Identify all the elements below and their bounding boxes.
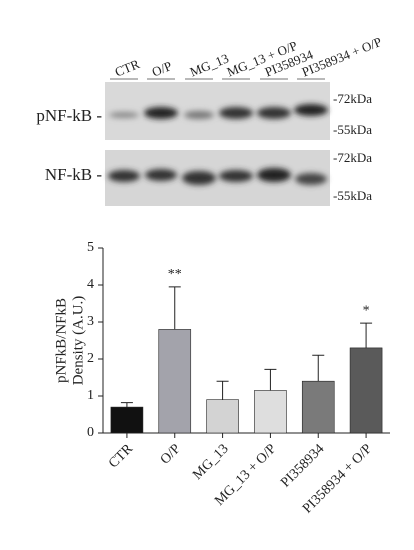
bar — [254, 390, 287, 434]
x-tick-label: CTR — [106, 441, 136, 471]
bar — [301, 380, 335, 434]
y-axis-label: pNFkB/NFkB — [53, 298, 69, 383]
error-bar — [264, 368, 277, 391]
error-bar — [360, 322, 373, 348]
bar-chart: 0 1 2 3 4 5 pNFkB/NFkB Density (A.U.) CTR O/P MG_1… — [53, 240, 390, 517]
error-bar — [120, 402, 133, 408]
blot-strip — [105, 82, 330, 140]
error-bar — [216, 380, 229, 400]
row-label: NF-kB - — [45, 165, 102, 184]
mw-marker: -72kDa — [333, 150, 372, 165]
lane-label: CTR — [113, 56, 142, 80]
x-tick-label: MG_13 — [190, 441, 231, 482]
error-bar — [168, 286, 181, 330]
significance: * — [363, 303, 370, 318]
y-tick-label: 3 — [87, 314, 94, 329]
row-label: pNF-kB - — [36, 106, 102, 125]
y-tick-label: 1 — [87, 388, 94, 403]
mw-marker: -55kDa — [333, 122, 372, 137]
y-tick-label: 5 — [87, 240, 94, 255]
y-axis-label: Density (A.U.) — [70, 296, 86, 386]
blot-bands — [108, 104, 328, 185]
bar — [158, 329, 192, 434]
y-tick-label: 0 — [87, 425, 94, 440]
bar — [206, 399, 239, 434]
y-tick-label: 4 — [87, 277, 94, 292]
y-tick-label: 2 — [87, 351, 94, 366]
lane-label: O/P — [150, 58, 174, 79]
bar — [349, 347, 383, 434]
x-tick-label: O/P — [158, 441, 184, 467]
significance: ** — [168, 267, 182, 282]
x-tick-label: PI358934 — [278, 441, 327, 490]
blot-strip — [105, 150, 330, 206]
mw-marker: -72kDa — [333, 91, 372, 106]
bar — [110, 406, 144, 434]
mw-marker: -55kDa — [333, 188, 372, 203]
error-bar — [312, 354, 325, 382]
